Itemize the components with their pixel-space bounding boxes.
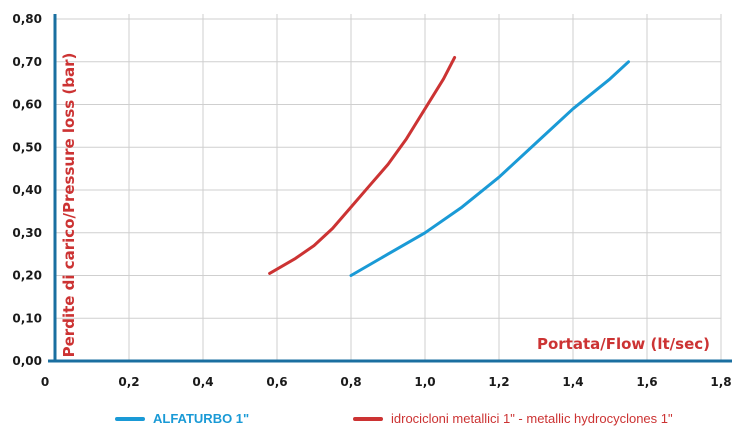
legend-item-alfaturbo: ALFATURBO 1" bbox=[115, 411, 249, 426]
series-lines bbox=[268, 56, 630, 277]
legend-label-metallic-hydrocyclones: idrocicloni metallici 1" - metallic hydr… bbox=[391, 411, 673, 426]
x-tick-label: 0,8 bbox=[340, 375, 361, 389]
x-tick-label: 0 bbox=[41, 375, 49, 389]
y-tick-label: 0,80 bbox=[12, 12, 42, 26]
y-tick-label: 0,50 bbox=[12, 140, 42, 154]
y-tick-label: 0,40 bbox=[12, 183, 42, 197]
x-axis-title: Portata/Flow (lt/sec) bbox=[537, 335, 710, 353]
x-tick-labels: 0 0,2 0,4 0,6 0,8 1,0 1,2 1,4 1,6 1,8 bbox=[41, 375, 732, 389]
x-tick-label: 1,2 bbox=[488, 375, 509, 389]
chart: 0 0,2 0,4 0,6 0,8 1,0 1,2 1,4 1,6 1,8 0,00 0,10 0,2… bbox=[12, 12, 732, 389]
y-tick-label: 0,20 bbox=[12, 269, 42, 283]
legend: ALFATURBO 1" idrocicloni metallici 1" - … bbox=[0, 411, 732, 431]
legend-swatch-alfaturbo bbox=[115, 416, 145, 421]
series-line-metallic-hydrocyclones bbox=[268, 56, 457, 275]
series-line-alfaturbo bbox=[349, 60, 630, 277]
y-tick-label: 0,10 bbox=[12, 311, 42, 325]
legend-item-metallic-hydrocyclones: idrocicloni metallici 1" - metallic hydr… bbox=[353, 411, 673, 426]
y-tick-label: 0,70 bbox=[12, 55, 42, 69]
x-tick-label: 0,2 bbox=[118, 375, 139, 389]
legend-label-alfaturbo: ALFATURBO 1" bbox=[153, 411, 250, 426]
legend-swatch-metallic-hydrocyclones bbox=[353, 416, 383, 421]
x-tick-label: 1,8 bbox=[710, 375, 731, 389]
x-tick-label: 0,4 bbox=[192, 375, 213, 389]
grid bbox=[55, 14, 722, 361]
y-tick-label: 0,00 bbox=[12, 354, 42, 368]
x-tick-label: 1,0 bbox=[414, 375, 435, 389]
x-tick-label: 0,6 bbox=[266, 375, 287, 389]
x-tick-label: 1,6 bbox=[636, 375, 657, 389]
y-tick-label: 0,30 bbox=[12, 226, 42, 240]
y-tick-labels: 0,00 0,10 0,20 0,30 0,40 0,50 0,60 0,70 0,80 bbox=[12, 12, 42, 368]
y-axis-title: Perdite di carico/Pressure loss (bar) bbox=[60, 53, 78, 358]
x-tick-label: 1,4 bbox=[562, 375, 583, 389]
y-tick-label: 0,60 bbox=[12, 98, 42, 112]
